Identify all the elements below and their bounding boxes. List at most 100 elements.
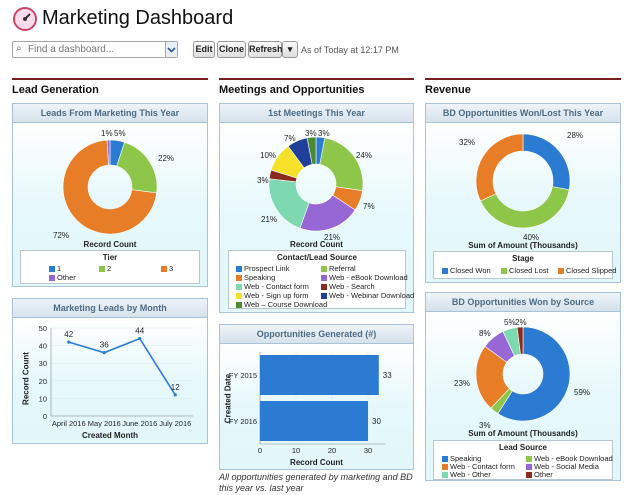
column-rule <box>219 78 414 80</box>
bar-chart-opportunities: 0 10 20 30 33 FY 2015 30 FY 2016 <box>229 352 392 455</box>
data-label: 28% <box>567 131 584 140</box>
data-point[interactable] <box>67 340 71 344</box>
data-point[interactable] <box>138 336 142 341</box>
series-line <box>68 337 176 396</box>
bar[interactable] <box>260 355 379 395</box>
widget-title: Leads From Marketing This Year <box>13 104 207 123</box>
widget-title: Marketing Leads by Month <box>13 299 207 318</box>
data-point[interactable] <box>102 351 106 355</box>
measure-label: Sum of Amount (Thousands) <box>468 241 578 250</box>
data-label: 3% <box>318 129 330 138</box>
donut-chart-first-meetings <box>268 136 364 232</box>
line-chart-leads-month: 0 10 20 30 40 50 42 April 2016 36 May 2016 44 June … <box>39 324 193 428</box>
legend-item: Other <box>526 470 553 479</box>
y-tick-label: FY 2016 <box>229 417 257 426</box>
data-point[interactable] <box>173 393 177 397</box>
leads-tier-slice-1[interactable] <box>116 141 158 194</box>
y-tick-label: FY 2015 <box>229 371 257 380</box>
column-title-lead-generation: Lead Generation <box>12 84 99 96</box>
dashboard-search[interactable]: ⌕ <box>12 41 178 58</box>
data-label: 2% <box>515 318 527 327</box>
column-rule <box>12 78 208 80</box>
data-label: 3% <box>305 129 317 138</box>
x-tick-label: 0 <box>258 446 262 455</box>
column-title-meetings: Meetings and Opportunities <box>219 84 365 96</box>
refresh-button[interactable]: Refresh <box>248 41 283 58</box>
widget-leads-by-tier[interactable]: Leads From Marketing This Year 1% 5% 22%… <box>12 103 208 287</box>
data-label: 72% <box>53 231 70 240</box>
x-tick-label: July 2016 <box>159 419 191 428</box>
legend-item: Web - eBook Download <box>321 273 408 282</box>
x-tick-label: 10 <box>292 446 300 455</box>
dashboard-gauge-icon <box>13 7 37 31</box>
widget-body: 0 10 20 30 40 50 42 April 2016 36 May 2016 44 June … <box>13 318 207 443</box>
legend-item: 1 <box>49 264 61 273</box>
legend-item: Web - Sign up form <box>236 291 308 300</box>
legend-title: Stage <box>512 254 534 263</box>
y-axis-title: Record Count <box>21 352 31 405</box>
legend-item: Speaking <box>442 454 481 463</box>
data-label: 23% <box>454 379 471 388</box>
data-label: 36 <box>100 341 109 350</box>
donut-chart-bd-source <box>475 326 571 422</box>
data-label: 30 <box>372 417 381 426</box>
chart-legend: Lead Source Speaking Web - eBook Downloa… <box>433 440 613 480</box>
data-label: 33 <box>383 371 392 380</box>
data-label: 12 <box>171 383 180 392</box>
widget-bd-won-lost[interactable]: BD Opportunities Won/Lost This Year 28% … <box>425 103 621 283</box>
data-label: 5% <box>114 129 126 138</box>
bd-source-slice-5[interactable] <box>516 326 524 355</box>
x-tick-label: April 2016 <box>52 419 86 428</box>
data-label: 1% <box>101 129 113 138</box>
measure-label: Record Count <box>290 240 343 249</box>
data-label: 10% <box>260 151 277 160</box>
bar[interactable] <box>260 401 368 441</box>
data-label: 5% <box>504 318 516 327</box>
widget-opportunities-generated[interactable]: Opportunities Generated (#) 0 10 20 30 33 FY … <box>219 324 414 470</box>
column-rule <box>425 78 621 80</box>
x-tick-label: June 2016 <box>122 419 157 428</box>
donut-chart-leads-tier <box>62 139 158 235</box>
bd-won-lost-slice-2[interactable] <box>475 133 524 202</box>
refresh-menu-button[interactable]: ▾ <box>282 41 298 58</box>
first-meetings-slice-1[interactable] <box>319 137 364 192</box>
legend-item: Web - Other <box>442 470 491 479</box>
data-label: 21% <box>261 215 278 224</box>
x-tick-label: 20 <box>328 446 336 455</box>
y-axis-title: Created Date <box>223 373 233 424</box>
bd-won-lost-slice-0[interactable] <box>522 133 571 191</box>
bd-source-slice-0[interactable] <box>497 326 571 422</box>
x-tick-label: May 2016 <box>88 419 121 428</box>
data-label: 42 <box>64 330 73 339</box>
legend-title: Tier <box>102 253 118 262</box>
widget-bd-by-source[interactable]: BD Opportunities Won by Source 59% 3% 23… <box>425 292 621 481</box>
legend-item: Closed Slipped <box>558 266 616 275</box>
chart-legend: Contact/Lead Source Prospect Link Referr… <box>228 250 414 309</box>
widget-title: 1st Meetings This Year <box>220 104 413 123</box>
y-tick-label: 40 <box>39 342 47 351</box>
leads-tier-slice-2[interactable] <box>62 139 157 235</box>
edit-button[interactable]: Edit <box>193 41 215 58</box>
leads-tier-slice-3[interactable] <box>106 139 111 166</box>
clone-button[interactable]: Clone <box>217 41 246 58</box>
y-tick-label: 30 <box>39 359 47 368</box>
legend-item: Speaking <box>236 273 275 282</box>
chart-legend: Tier 1 2 3 Other <box>20 250 200 284</box>
widget-first-meetings[interactable]: 1st Meetings This Year 3% 3% 24% 7% 21% … <box>219 103 414 313</box>
chart-legend: Stage Closed Won Closed Lost Closed Slip… <box>433 251 616 279</box>
legend-item: Web - eBook Download <box>526 454 613 463</box>
search-input[interactable] <box>28 42 148 57</box>
widget-title: Opportunities Generated (#) <box>220 325 413 344</box>
data-label: 7% <box>284 134 296 143</box>
legend-item: Web - Social Media <box>526 462 599 471</box>
search-dropdown-button[interactable] <box>165 42 177 57</box>
widget-leads-by-month[interactable]: Marketing Leads by Month 0 10 20 30 40 50 42 Ap… <box>12 298 208 444</box>
as-of-timestamp: As of Today at 12:17 PM <box>301 45 399 55</box>
legend-item: Web - Webinar Download <box>321 291 414 300</box>
first-meetings-slice-8[interactable] <box>306 136 317 165</box>
legend-item: Prospect Link <box>236 264 289 273</box>
data-label: 22% <box>158 154 175 163</box>
legend-item: Closed Won <box>442 266 491 275</box>
y-tick-label: 0 <box>43 412 47 421</box>
legend-title: Contact/Lead Source <box>276 253 357 262</box>
